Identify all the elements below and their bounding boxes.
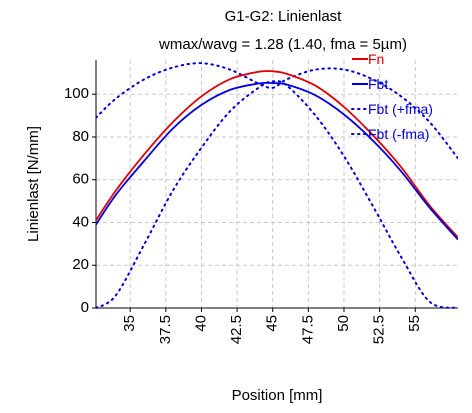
chart-title: G1-G2: Linienlast [225, 8, 343, 25]
y-tick-label: 80 [72, 128, 89, 145]
y-tick-label: 0 [81, 299, 89, 316]
legend-fn-label: Fn [368, 51, 384, 67]
y-tick-label: 20 [72, 256, 89, 273]
y-tick-label: 60 [72, 171, 89, 188]
x-tick-label: 52.5 [371, 315, 388, 344]
series-fbt-plus-fma-line [96, 62, 458, 160]
x-tick-label: 42.5 [228, 315, 245, 344]
legend-fbt-plus-fma-label: Fbt (+fma) [368, 101, 433, 117]
x-tick-label: 55 [406, 315, 423, 332]
x-tick-label: 47.5 [299, 315, 316, 344]
y-tick-label: 40 [72, 213, 89, 230]
x-tick-label: 40 [192, 315, 209, 332]
legend-fbt-minus-fma-label: Fbt (-fma) [368, 126, 429, 142]
chart-subtitle: wmax/wavg = 1.28 (1.40, fma = 5µm) [158, 36, 407, 53]
y-tick-label: 100 [64, 85, 89, 102]
y-axis-label: Linienlast [N/mm] [25, 126, 42, 242]
x-tick-label: 35 [121, 315, 138, 332]
series-fn-line [96, 70, 458, 239]
x-tick-label: 50 [335, 315, 352, 332]
x-tick-label: 37.5 [157, 315, 174, 344]
x-tick-label: 45 [264, 315, 281, 332]
series-fbt-line [96, 81, 458, 241]
series-fbt-minus-fma-line [96, 80, 458, 309]
x-axis-label: Position [mm] [232, 387, 323, 404]
legend-fbt-label: Fbt [368, 76, 388, 92]
